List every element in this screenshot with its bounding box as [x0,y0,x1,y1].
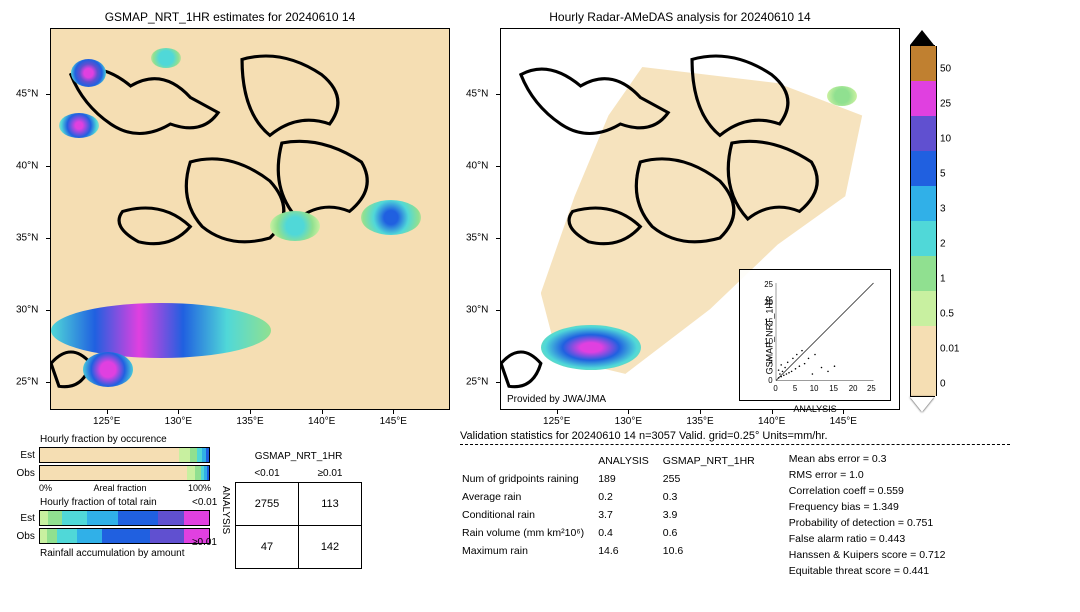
svg-text:20: 20 [849,384,858,393]
cont-cell: 113 [299,483,362,526]
map-left-panel: GSMAP_NRT_1HR estimates for 20240610 14 … [10,10,450,420]
axis-0: 0% [39,483,52,493]
bar-label-obs: Obs [10,468,39,479]
bar-label-est: Est [10,450,39,461]
svg-text:10: 10 [810,384,819,393]
bottom-left-panel: Hourly fraction by occurence Est Obs 0% A… [10,430,450,590]
bar-occ-obs [39,465,210,481]
scatter-inset: 0510152025 0510152025 ANALYSIS GSMAP_NRT… [739,269,891,401]
cont-row-title: ANALYSIS [220,486,235,534]
svg-text:0: 0 [773,384,778,393]
stats-scores: Mean abs error = 0.3RMS error = 1.0Corre… [789,451,946,579]
map-right-panel: Hourly Radar-AMeDAS analysis for 2024061… [460,10,900,420]
contingency-table: <0.01≥0.01 2755113 47142 [235,464,362,569]
svg-text:25: 25 [764,280,773,289]
svg-text:15: 15 [829,384,838,393]
bar-occ-est [39,447,210,463]
colorbar: 00.010.51235102550 [910,30,935,410]
stats-title: Validation statistics for 20240610 14 n=… [460,430,1010,445]
scatter-xlabel: ANALYSIS [793,404,836,414]
axis-100: 100% [188,483,211,493]
scatter-plot: 0510152025 0510152025 [740,270,890,400]
cont-row1: <0.01 [192,497,217,508]
validation-table: ANALYSISGSMAP_NRT_1HR Num of gridpoints … [460,451,769,561]
map-left-title: GSMAP_NRT_1HR estimates for 20240610 14 [10,10,450,24]
svg-text:25: 25 [867,384,876,393]
rain-blob [59,113,99,138]
svg-text:5: 5 [793,384,798,393]
val-col2: GSMAP_NRT_1HR [663,453,767,469]
cont-row2: ≥0.01 [192,537,217,548]
map-right-title: Hourly Radar-AMeDAS analysis for 2024061… [460,10,900,24]
rain-blob [151,48,181,68]
cont-cell: 142 [299,526,362,569]
axis-label: Areal fraction [93,483,146,493]
scatter-ylabel: GSMAP_NRT_1HR [764,296,774,375]
map-credit: Provided by JWA/JMA [507,394,606,405]
map-right-box: Provided by JWA/JMA 0510152025 051015202… [500,28,900,410]
contingency-panel: ANALYSIS GSMAP_NRT_1HR <0.01≥0.01 275511… [220,430,222,590]
bar-label-est2: Est [10,513,39,524]
colorbar-arrow-bot [910,397,934,412]
cont-col-title: GSMAP_NRT_1HR [255,451,343,462]
cont-cell: 47 [236,526,299,569]
accum-title: Rainfall accumulation by amount [40,548,210,559]
main-container: GSMAP_NRT_1HR estimates for 20240610 14 … [10,10,1070,590]
bar-label-obs2: Obs [10,531,39,542]
cont-col2: ≥0.01 [299,464,362,483]
map-left-box: 45°N40°N35°N30°N25°N125°E130°E135°E140°E… [50,28,450,410]
occurrence-title: Hourly fraction by occurence [40,434,210,445]
fraction-bars: Hourly fraction by occurence Est Obs 0% A… [10,430,210,590]
bar-tot-est [39,510,210,526]
rain-blob [83,352,133,387]
val-col1: ANALYSIS [598,453,661,469]
cont-cell: 2755 [236,483,299,526]
bar-tot-obs [39,528,210,544]
rain-blob [51,303,271,358]
rain-blob [541,325,641,370]
total-title: Hourly fraction of total rain [40,497,210,508]
colorbar-arrow-top [910,30,934,45]
stats-panel: Validation statistics for 20240610 14 n=… [460,430,1010,590]
cont-col1: <0.01 [236,464,299,483]
